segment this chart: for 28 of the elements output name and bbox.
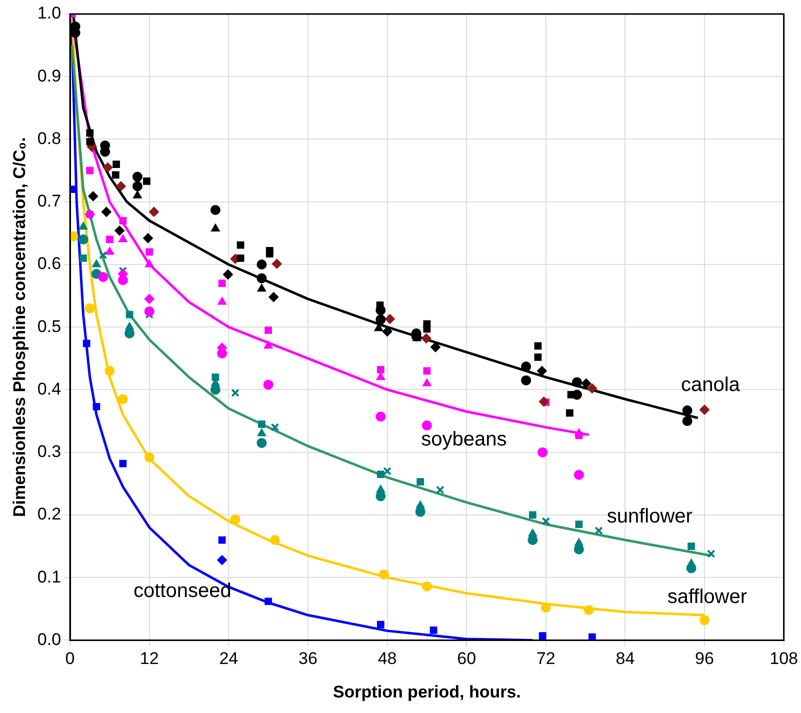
x-tick-label: 72	[536, 649, 556, 668]
y-tick-label: 0.0	[37, 630, 62, 649]
x-tick-label: 36	[298, 649, 318, 668]
y-tick-label: 0.6	[37, 254, 62, 274]
y-tick-label: 0.7	[37, 192, 62, 211]
x-tick-label: 60	[457, 649, 476, 668]
series-label: cottonseed	[133, 580, 232, 602]
y-tick-label: 1.0	[37, 4, 62, 23]
y-tick-label: 0.5	[37, 316, 62, 336]
series-label: sunflower	[606, 505, 693, 528]
x-tick-label: 48	[378, 649, 397, 668]
x-tick-label: 0	[65, 649, 75, 668]
series-label: soybeans	[421, 428, 507, 450]
x-axis-title: Sorption period, hours.	[332, 682, 521, 702]
y-tick-label: 0.1	[37, 567, 62, 586]
y-tick-label: 0.4	[37, 379, 62, 398]
y-tick-label: 0.2	[37, 504, 62, 524]
y-tick-label: 0.3	[37, 442, 62, 462]
x-tick-label: 108	[770, 649, 798, 668]
series-label: safflower	[667, 586, 748, 608]
y-tick-label: 0.8	[37, 128, 62, 148]
x-tick-label: 96	[695, 649, 714, 668]
x-tick-label: 24	[219, 649, 238, 668]
y-axis-title: Dimensionless Phosphine concentration, C/C₀.	[10, 137, 29, 518]
x-tick-label: 12	[140, 649, 159, 668]
series-label: canola	[680, 374, 741, 396]
x-tick-label: 84	[616, 649, 635, 668]
y-tick-label: 0.9	[37, 66, 62, 86]
